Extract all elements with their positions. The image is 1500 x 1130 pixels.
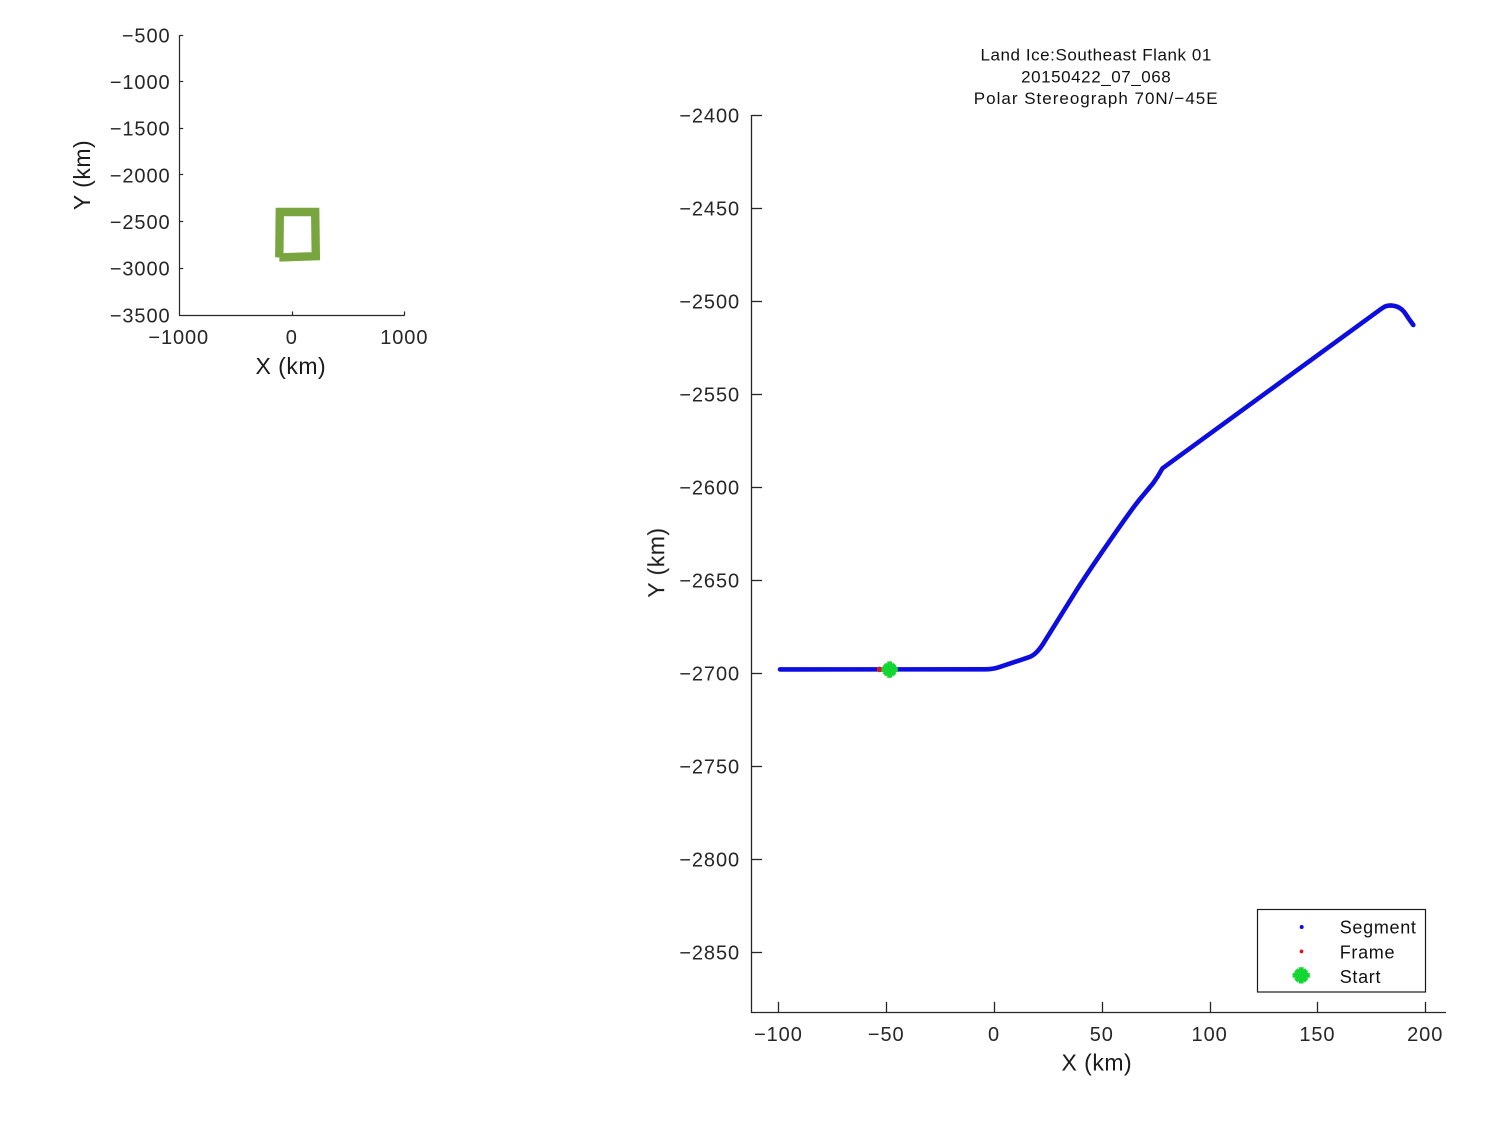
svg-text:−3000: −3000 [110, 259, 171, 281]
svg-text:0: 0 [988, 1024, 1000, 1046]
svg-text:−3500: −3500 [110, 305, 171, 327]
svg-text:−50: −50 [868, 1024, 905, 1046]
svg-text:−1000: −1000 [110, 72, 171, 94]
svg-text:Y (km): Y (km) [69, 140, 95, 210]
svg-text:−2400: −2400 [679, 105, 740, 127]
svg-text:−1500: −1500 [110, 119, 171, 141]
svg-text:X (km): X (km) [255, 353, 326, 379]
svg-text:−2850: −2850 [679, 942, 740, 964]
svg-text:1000: 1000 [380, 327, 428, 349]
svg-text:100: 100 [1192, 1024, 1228, 1046]
svg-text:−2750: −2750 [679, 756, 740, 778]
svg-text:200: 200 [1407, 1024, 1443, 1046]
svg-text:−1000: −1000 [148, 327, 209, 349]
svg-text:−2450: −2450 [679, 198, 740, 220]
svg-text:Segment: Segment [1340, 917, 1417, 937]
svg-text:−500: −500 [122, 25, 171, 47]
svg-text:X (km): X (km) [1061, 1049, 1132, 1075]
svg-text:Y (km): Y (km) [643, 527, 669, 597]
svg-text:−2500: −2500 [110, 212, 171, 234]
svg-text:Frame: Frame [1340, 942, 1396, 962]
svg-text:0: 0 [286, 327, 298, 349]
svg-text:−2600: −2600 [679, 477, 740, 499]
svg-text:−2550: −2550 [679, 384, 740, 406]
svg-text:150: 150 [1299, 1024, 1335, 1046]
svg-text:20150422_07_068: 20150422_07_068 [1021, 67, 1171, 86]
svg-text:−2700: −2700 [679, 663, 740, 685]
svg-text:−2800: −2800 [679, 849, 740, 871]
svg-text:−100: −100 [754, 1024, 803, 1046]
svg-text:Land Ice:Southeast Flank 01: Land Ice:Southeast Flank 01 [981, 46, 1212, 65]
svg-text:Polar Stereograph 70N/−45E: Polar Stereograph 70N/−45E [974, 89, 1219, 108]
svg-text:−2500: −2500 [679, 291, 740, 313]
svg-text:−2650: −2650 [679, 570, 740, 592]
svg-text:−2000: −2000 [110, 165, 171, 187]
svg-text:Start: Start [1340, 967, 1382, 987]
svg-text:50: 50 [1090, 1024, 1114, 1046]
